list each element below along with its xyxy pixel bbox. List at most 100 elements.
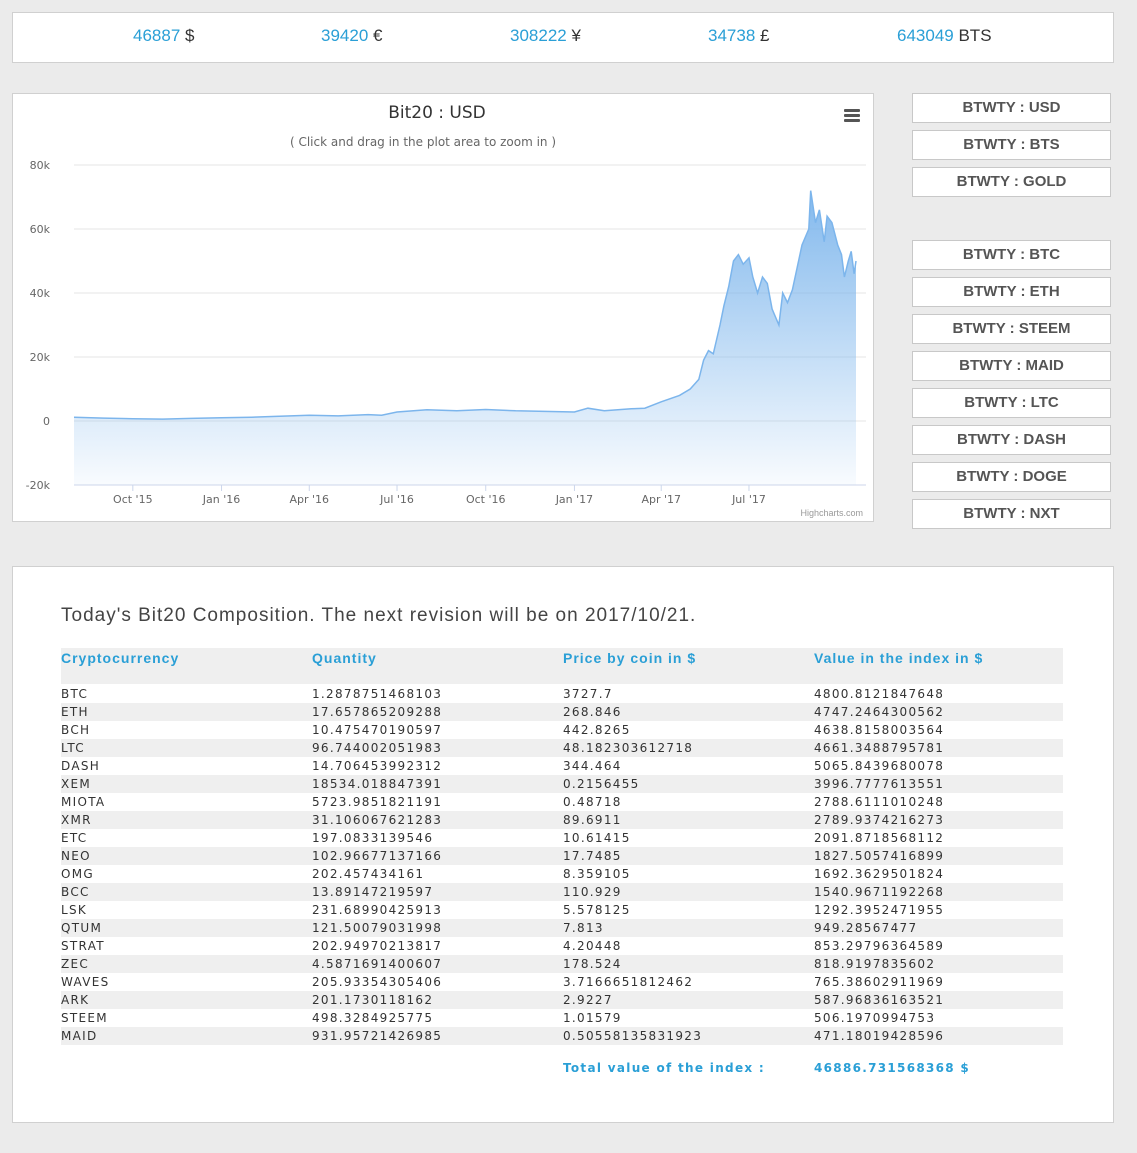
table-row: STEEM 498.3284925775 1.01579 506.1970994753	[61, 1009, 1063, 1027]
cell-coin: ARK	[61, 993, 90, 1007]
btwty-maid-button[interactable]: BTWTY : MAID	[912, 351, 1111, 381]
cell-coin: OMG	[61, 867, 94, 881]
btwty-steem-button[interactable]: BTWTY : STEEM	[912, 314, 1111, 344]
chart-title: Bit20 : USD	[388, 103, 486, 123]
cell-value: 765.38602911969	[814, 975, 945, 989]
y-tick-label: 0	[43, 415, 50, 428]
chart-card: Bit20 : USD ( Click and drag in the plot…	[12, 93, 874, 522]
price-jpy-value: 308222	[510, 26, 567, 45]
cell-value: 1692.3629501824	[814, 867, 945, 881]
cell-value: 471.18019428596	[814, 1029, 945, 1043]
price-gbp-unit: £	[760, 26, 770, 45]
series-line	[73, 190, 857, 420]
cell-price: 17.7485	[563, 849, 622, 863]
price-jpy: 308222 ¥	[510, 26, 581, 46]
cell-quantity: 121.50079031998	[312, 921, 443, 935]
table-row: ETC 197.0833139546 10.61415 2091.8718568112	[61, 829, 1063, 847]
cell-coin: XMR	[61, 813, 92, 827]
cell-quantity: 231.68990425913	[312, 903, 443, 917]
cell-quantity: 13.89147219597	[312, 885, 434, 899]
btwty-usd-button[interactable]: BTWTY : USD	[912, 93, 1111, 123]
cell-coin: LTC	[61, 741, 85, 755]
cell-quantity: 31.106067621283	[312, 813, 443, 827]
table-row: LSK 231.68990425913 5.578125 1292.395247195…	[61, 901, 1063, 919]
table-row: XEM 18534.018847391 0.2156455 3996.77776135…	[61, 775, 1063, 793]
cell-price: 5.578125	[563, 903, 631, 917]
btwty-eth-button[interactable]: BTWTY : ETH	[912, 277, 1111, 307]
y-tick-label: 20k	[30, 351, 51, 364]
cell-coin: BCH	[61, 723, 91, 737]
cell-coin: MIOTA	[61, 795, 106, 809]
cell-quantity: 197.0833139546	[312, 831, 434, 845]
btwty-dash-button[interactable]: BTWTY : DASH	[912, 425, 1111, 455]
cell-quantity: 201.1730118162	[312, 993, 434, 1007]
cell-coin: ZEC	[61, 957, 90, 971]
cell-quantity: 1.2878751468103	[312, 687, 443, 701]
price-jpy-unit: ¥	[571, 26, 581, 45]
cell-price: 344.464	[563, 759, 622, 773]
table-row: ZEC 4.5871691400607 178.524 818.9197835602	[61, 955, 1063, 973]
price-usd-unit: $	[185, 26, 195, 45]
cell-value: 2788.6111010248	[814, 795, 945, 809]
y-tick-label: 80k	[30, 159, 51, 172]
cell-coin: XEM	[61, 777, 92, 791]
cell-coin: STEEM	[61, 1011, 108, 1025]
table-row: MIOTA 5723.9851821191 0.48718 2788.61110102…	[61, 793, 1063, 811]
chart-series	[73, 190, 857, 485]
cell-quantity: 102.96677137166	[312, 849, 443, 863]
composition-card: Today's Bit20 Composition. The next revi…	[12, 566, 1114, 1123]
chart-subtitle: ( Click and drag in the plot area to zoo…	[290, 135, 556, 149]
btwty-btc-button[interactable]: BTWTY : BTC	[912, 240, 1111, 270]
cell-coin: STRAT	[61, 939, 105, 953]
btwty-nxt-button[interactable]: BTWTY : NXT	[912, 499, 1111, 529]
cell-quantity: 96.744002051983	[312, 741, 443, 755]
cell-value: 587.96836163521	[814, 993, 945, 1007]
btwty-gold-button[interactable]: BTWTY : GOLD	[912, 167, 1111, 197]
btwty-doge-button[interactable]: BTWTY : DOGE	[912, 462, 1111, 492]
hamburger-icon[interactable]	[844, 109, 860, 123]
price-gbp-value: 34738	[708, 26, 756, 45]
cell-value: 4661.3488795781	[814, 741, 945, 755]
bit20-usd-chart[interactable]: Bit20 : USD ( Click and drag in the plot…	[13, 94, 873, 521]
x-tick-label: Jul '17	[731, 493, 766, 506]
composition-table-header: Cryptocurrency Quantity Price by coin in…	[61, 648, 1063, 684]
cell-coin: QTUM	[61, 921, 103, 935]
cell-value: 853.29796364589	[814, 939, 945, 953]
cell-price: 89.6911	[563, 813, 622, 827]
table-row: WAVES 205.93354305406 3.7166651812462 765.3…	[61, 973, 1063, 991]
price-gbp: 34738 £	[708, 26, 769, 46]
cell-price: 10.61415	[563, 831, 631, 845]
x-tick-label: Jan '16	[202, 493, 240, 506]
price-bar: 46887 $ 39420 € 308222 ¥ 34738 £ 643049 …	[12, 12, 1114, 63]
chart-credits[interactable]: Highcharts.com	[800, 508, 863, 518]
cell-quantity: 498.3284925775	[312, 1011, 434, 1025]
cell-coin: BTC	[61, 687, 89, 701]
table-row: XMR 31.106067621283 89.6911 2789.9374216273	[61, 811, 1063, 829]
cell-price: 2.9227	[563, 993, 613, 1007]
cell-coin: DASH	[61, 759, 101, 773]
header-value: Value in the index in $	[814, 650, 984, 666]
cell-coin: NEO	[61, 849, 91, 863]
cell-price: 7.813	[563, 921, 604, 935]
cell-coin: BCC	[61, 885, 90, 899]
table-row: LTC 96.744002051983 48.182303612718 4661.34…	[61, 739, 1063, 757]
btwty-ltc-button[interactable]: BTWTY : LTC	[912, 388, 1111, 418]
cell-quantity: 17.657865209288	[312, 705, 443, 719]
cell-value: 818.9197835602	[814, 957, 936, 971]
x-tick-label: Oct '16	[466, 493, 506, 506]
chart-axes: -20k 0 20k 40k 60k 80k Oct '15 Jan '16 Apr '16 Ju…	[26, 159, 866, 506]
cell-price: 4.20448	[563, 939, 622, 953]
cell-coin: ETH	[61, 705, 89, 719]
cell-value: 1540.9671192268	[814, 885, 945, 899]
composition-title: Today's Bit20 Composition. The next revi…	[61, 605, 697, 626]
cell-price: 268.846	[563, 705, 622, 719]
cell-value: 4800.8121847648	[814, 687, 945, 701]
table-row: BCC 13.89147219597 110.929 1540.9671192268	[61, 883, 1063, 901]
cell-value: 949.28567477	[814, 921, 918, 935]
header-price: Price by coin in $	[563, 650, 697, 666]
cell-quantity: 205.93354305406	[312, 975, 443, 989]
cell-quantity: 202.94970213817	[312, 939, 443, 953]
y-tick-label: 60k	[30, 223, 51, 236]
cell-price: 1.01579	[563, 1011, 622, 1025]
btwty-bts-button[interactable]: BTWTY : BTS	[912, 130, 1111, 160]
